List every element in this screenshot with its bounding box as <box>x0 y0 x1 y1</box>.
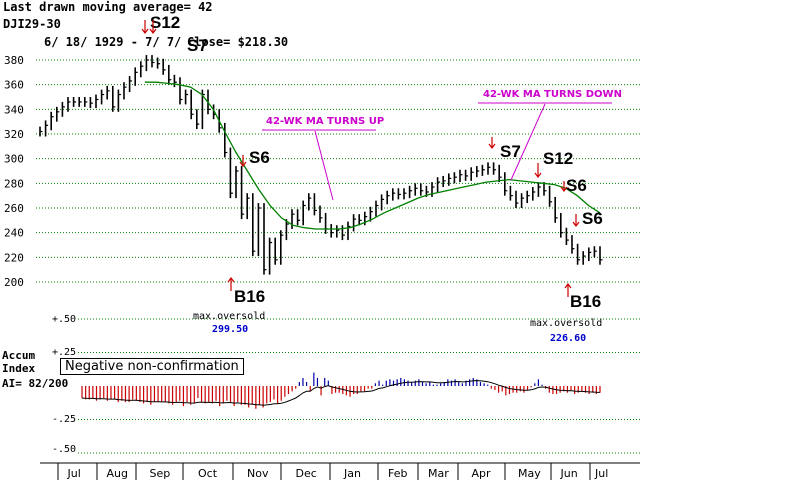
accum-tick-minus-50: -.50 <box>52 444 77 455</box>
sell-arrow-head <box>239 161 247 167</box>
y-tick-label: 260 <box>4 202 24 215</box>
month-label: Oct <box>198 467 218 480</box>
y-tick-label: 280 <box>4 177 24 190</box>
y-tick-label: 300 <box>4 153 24 166</box>
ma-label: Last drawn moving average= 42 <box>3 0 213 14</box>
close-label: Close= $218.30 <box>186 35 290 49</box>
month-label: Sep <box>150 467 171 480</box>
ai-label: AI= 82/200 <box>2 377 69 390</box>
month-label: Apr <box>472 467 492 480</box>
accum-tick-plus-50: +.50 <box>52 314 77 325</box>
sell-arrow-head <box>560 186 568 192</box>
month-label: May <box>518 467 541 480</box>
index-title: Index <box>2 362 36 375</box>
right-oversold-value: 226.60 <box>550 333 587 344</box>
month-label: Nov <box>247 467 269 480</box>
signal-label-b16: B16 <box>234 287 266 306</box>
left-oversold-value: 299.50 <box>212 324 249 335</box>
y-tick-label: 360 <box>4 79 24 92</box>
signal-label-s7: S7 <box>187 36 208 55</box>
signal-label-s6: S6 <box>582 209 603 228</box>
sell-arrow-head <box>149 28 157 34</box>
top-signal: S12 <box>150 13 181 32</box>
left-oversold-text: max.oversold <box>193 311 266 322</box>
signal-label-s6: S6 <box>566 176 587 195</box>
accum-smooth-line <box>81 380 601 406</box>
right-oversold-text: max.oversold <box>530 318 603 329</box>
month-label: Mar <box>428 467 449 480</box>
accum-tick-minus-25: -.25 <box>52 414 77 425</box>
signal-label-b16: B16 <box>570 292 602 311</box>
ma-up-callout: 42-WK MA TURNS UP <box>266 116 385 127</box>
month-label: Jan <box>343 467 361 480</box>
y-tick-label: 320 <box>4 128 24 141</box>
month-label: Jul <box>594 467 608 480</box>
y-tick-label: 220 <box>4 251 24 264</box>
accum-title: Accum <box>2 349 36 362</box>
y-tick-label: 380 <box>4 54 24 67</box>
ma-up-leader-line <box>314 130 334 201</box>
symbol-label: DJI29-30 <box>3 17 61 31</box>
buy-arrow-head <box>564 283 572 289</box>
sell-arrow-head <box>141 28 149 34</box>
buy-arrow-head <box>227 277 235 283</box>
month-label: Jun <box>560 467 578 480</box>
accum-tick-plus-25: +.25 <box>52 347 77 358</box>
y-tick-label: 200 <box>4 276 24 289</box>
y-tick-label: 240 <box>4 227 24 240</box>
moving-average-line <box>145 81 601 230</box>
ma-down-leader-line <box>510 103 546 181</box>
signal-label-s12: S12 <box>543 149 574 168</box>
date-range: 6/ 18/ 1929 - 7/ 7/ 1930 <box>44 35 218 49</box>
month-label: Dec <box>296 467 317 480</box>
y-tick-label: 340 <box>4 103 24 116</box>
month-label: Feb <box>388 467 407 480</box>
negative-nonconfirmation-note: Negative non-confirmation <box>60 358 244 375</box>
month-label: Aug <box>107 467 128 480</box>
signal-label-s6: S6 <box>249 148 270 167</box>
sell-arrow-head <box>572 221 580 227</box>
signal-label-s7: S7 <box>500 142 521 161</box>
sell-arrow-head <box>534 172 542 178</box>
ma-down-callout: 42-WK MA TURNS DOWN <box>483 89 622 100</box>
month-label: Jul <box>67 467 81 480</box>
sell-arrow-head <box>488 143 496 149</box>
